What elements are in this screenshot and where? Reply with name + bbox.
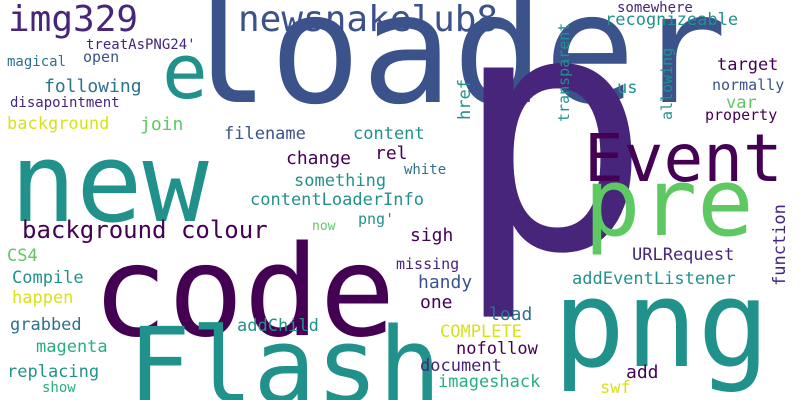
word-join: join — [140, 114, 184, 135]
word-png: png — [553, 256, 770, 395]
word-one: one — [420, 292, 453, 313]
word-load: load — [489, 304, 533, 325]
word-us: us — [617, 78, 638, 98]
word-now: now — [312, 219, 336, 234]
word-e: e — [162, 27, 208, 116]
word-change: change — [286, 148, 352, 169]
word-background: background — [7, 114, 110, 134]
word-white: white — [404, 162, 447, 178]
word-event: Event — [584, 120, 783, 197]
word-img329: img329 — [8, 0, 139, 40]
word-imageshack: imageshack — [438, 372, 541, 392]
word-add: add — [626, 362, 659, 383]
word-allowing: allowing — [658, 47, 676, 120]
word-rel: rel — [375, 143, 408, 164]
word-normally: normally — [712, 76, 785, 94]
word-newsnakelub8: newsnakelub8 — [238, 0, 499, 40]
word-disapointment: disapointment — [10, 95, 120, 111]
word-open: open — [83, 48, 120, 66]
word-sigh: sigh — [410, 225, 454, 246]
word-replacing: replacing — [7, 362, 100, 382]
word-transparent: transparent — [555, 22, 573, 122]
word-href: href — [455, 79, 475, 120]
word-cs4: CS4 — [7, 246, 38, 266]
word-target: target — [717, 55, 779, 75]
word-loader: loader — [178, 0, 728, 138]
word-var: var — [726, 93, 757, 113]
word-contentLoaderInfo: contentLoaderInfo — [250, 190, 424, 210]
word-filename: filename — [224, 124, 306, 144]
word-somewhere: somewhere — [617, 0, 693, 16]
word-recognizeable: recognizeable — [605, 10, 739, 30]
word-function: function — [770, 204, 790, 286]
word-show: show — [42, 380, 76, 396]
word-content: content — [353, 124, 425, 144]
word-magenta: magenta — [36, 337, 108, 357]
word-png-quote: png' — [358, 210, 395, 228]
word-new: new — [10, 119, 209, 247]
word-compile: Compile — [12, 268, 84, 288]
word-flash: Flash — [128, 305, 442, 400]
word-magical: magical — [7, 54, 67, 70]
word-urlrequest: URLRequest — [632, 245, 735, 265]
word-document: document — [420, 356, 502, 376]
word-code: code — [92, 218, 396, 365]
word-swf: swf — [600, 378, 631, 398]
word-handy: handy — [418, 272, 473, 293]
word-addEventListener: addEventListener — [572, 269, 736, 289]
word-following: following — [44, 76, 142, 97]
word-grabbed: grabbed — [10, 315, 82, 335]
word-happen: happen — [12, 288, 74, 308]
word-background-colour: background colour — [22, 216, 268, 244]
word-pre: pre — [584, 149, 754, 258]
word-property: property — [705, 106, 778, 124]
word-something: something — [294, 171, 387, 191]
word-complete: COMPLETE — [440, 322, 522, 342]
word-addChild: addChild — [237, 316, 319, 336]
word-nofollow: nofollow — [456, 339, 538, 359]
word-treatAsPNG24: treatAsPNG24' — [86, 37, 196, 53]
word-missing: missing — [396, 255, 460, 273]
